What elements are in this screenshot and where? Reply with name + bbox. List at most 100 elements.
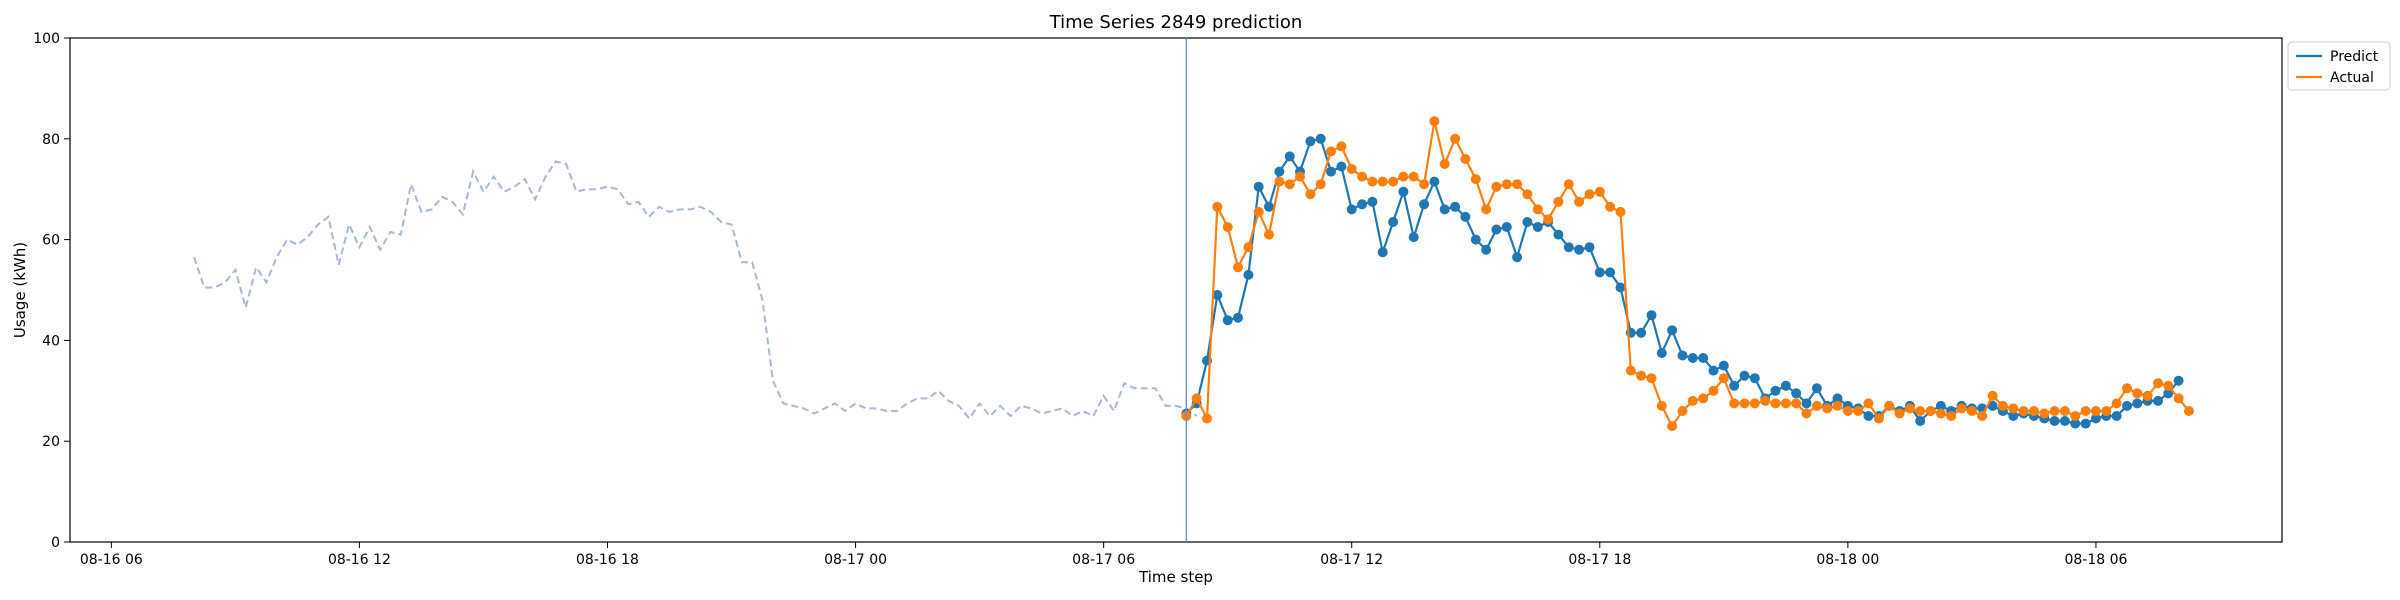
predict-point	[1233, 312, 1243, 323]
actual-point	[1243, 242, 1254, 253]
x-tick-label: 08-18 06	[2064, 552, 2127, 568]
actual-point	[1491, 181, 1502, 192]
predict-point	[1501, 222, 1512, 232]
x-tick-label: 08-17 18	[1568, 552, 1631, 568]
actual-point	[2142, 390, 2153, 401]
actual-point	[2101, 406, 2112, 416]
predict-point	[1439, 204, 1450, 215]
history-series	[193, 160, 1198, 421]
actual-point	[1625, 365, 1636, 376]
actual-point	[1977, 411, 1988, 421]
x-axis-label: Time step	[1138, 568, 1213, 586]
actual-point	[2070, 411, 2081, 421]
predict-point	[1811, 383, 1822, 394]
actual-point	[1863, 398, 1874, 409]
predict-point	[1532, 222, 1543, 232]
predict-point	[2059, 416, 2070, 426]
actual-point	[1946, 411, 1957, 421]
x-tick-label: 08-16 12	[328, 552, 391, 568]
predict-point	[1915, 416, 1926, 426]
predict-point	[1739, 370, 1750, 381]
actual-point	[1439, 159, 1450, 169]
predict-point	[1935, 400, 1946, 411]
actual-series	[1181, 116, 2194, 432]
actual-point	[1636, 370, 1647, 381]
predict-point	[1274, 166, 1285, 177]
actual-point	[1966, 406, 1977, 416]
actual-point	[1377, 176, 1388, 187]
predict-point	[1305, 136, 1316, 147]
actual-point	[1584, 189, 1595, 200]
actual-point	[1811, 400, 1822, 411]
predict-point	[1367, 196, 1378, 207]
predict-point	[1863, 411, 1874, 421]
predict-point	[1470, 234, 1481, 245]
actual-point	[1326, 146, 1336, 157]
actual-point	[2008, 403, 2019, 414]
history-line	[193, 160, 1198, 421]
actual-point	[1853, 406, 1864, 416]
actual-point	[1832, 400, 1843, 411]
y-axis-label: Usage (kWh)	[11, 242, 29, 338]
predict-point	[2008, 411, 2019, 421]
actual-point	[1553, 196, 1564, 207]
forecast-series	[1181, 116, 2194, 432]
predict-point	[1636, 327, 1647, 338]
predict-point	[1687, 353, 1698, 363]
actual-point	[1842, 406, 1853, 416]
actual-point	[2111, 398, 2122, 409]
x-tick-label: 08-17 00	[824, 552, 887, 568]
predict-line	[1185, 137, 2180, 425]
actual-point	[1543, 214, 1554, 225]
actual-point	[1749, 398, 1760, 409]
predict-point	[1336, 161, 1347, 172]
actual-point	[1801, 408, 1812, 419]
actual-point	[2122, 383, 2132, 394]
y-tick-label: 60	[42, 233, 60, 249]
predict-point	[1801, 398, 1812, 409]
actual-point	[1687, 395, 1698, 406]
actual-point	[2184, 406, 2194, 416]
predict-point	[2080, 418, 2091, 429]
actual-point	[1656, 400, 1667, 411]
predict-point	[1749, 373, 1760, 384]
x-tick-label: 08-17 12	[1320, 552, 1383, 568]
plot-area-frame	[69, 37, 2283, 543]
actual-point	[1791, 398, 1802, 409]
actual-point	[1367, 176, 1378, 187]
actual-point	[1501, 179, 1512, 190]
predict-point	[1563, 242, 1574, 253]
actual-point	[1284, 179, 1295, 190]
actual-point	[1470, 174, 1481, 185]
actual-point	[1760, 395, 1771, 406]
actual-point	[1884, 400, 1895, 411]
legend-label-actual: Actual	[2330, 70, 2374, 86]
predict-point	[2090, 413, 2101, 424]
predict-series	[1181, 133, 2184, 429]
predict-point	[1429, 176, 1440, 187]
actual-point	[2173, 393, 2184, 404]
actual-point	[1522, 189, 1533, 200]
actual-point	[1770, 398, 1781, 409]
actual-point	[1646, 373, 1657, 384]
predict-point	[1326, 166, 1336, 177]
y-tick-label: 80	[42, 132, 60, 148]
predict-point	[1718, 360, 1729, 371]
actual-point	[1336, 141, 1347, 152]
actual-point	[1408, 171, 1419, 182]
predict-point	[1522, 217, 1533, 227]
actual-point	[1677, 406, 1688, 416]
predict-point	[1780, 380, 1791, 391]
actual-point	[1718, 373, 1729, 384]
predict-point	[2049, 416, 2060, 426]
predict-point	[2173, 375, 2184, 386]
actual-point	[1915, 406, 1926, 416]
predict-point	[1481, 244, 1492, 255]
actual-point	[1233, 262, 1243, 273]
actual-point	[2132, 388, 2143, 399]
predict-point	[1264, 201, 1274, 212]
y-axis: 0 20 40 60 80 100	[33, 31, 70, 551]
x-tick-label: 08-18 00	[1816, 552, 1879, 568]
actual-point	[1563, 179, 1574, 190]
